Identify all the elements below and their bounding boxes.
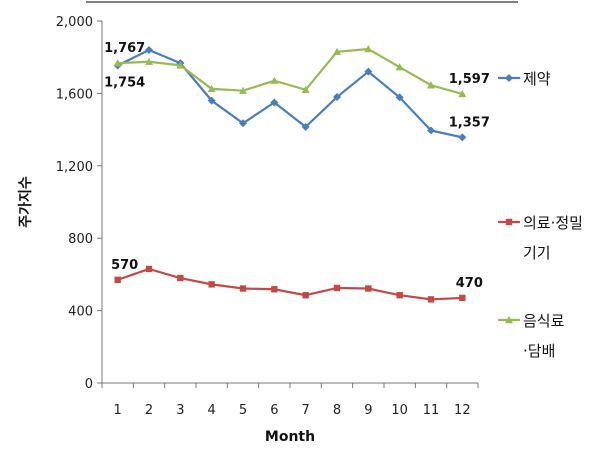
- square-marker: [239, 285, 247, 292]
- diamond-marker: [333, 93, 341, 102]
- y-tick-label: 1,600: [56, 87, 93, 102]
- series-line: [117, 267, 463, 301]
- data-label: 470: [456, 276, 483, 291]
- data-label: 570: [111, 258, 138, 273]
- x-tick-label: 2: [145, 403, 153, 418]
- square-marker: [365, 285, 372, 292]
- series-line: [117, 48, 463, 139]
- legend-label: 기기: [523, 244, 551, 262]
- legend-entry-1: 제약: [498, 70, 551, 88]
- x-tick-label: 6: [270, 403, 278, 418]
- diamond-marker: [145, 45, 153, 54]
- diamond-marker: [239, 119, 247, 128]
- data-label: 1,754: [104, 76, 145, 91]
- triangle-marker: [505, 316, 513, 324]
- diamond-marker: [270, 98, 279, 107]
- square-marker: [396, 292, 403, 299]
- square-marker: [145, 265, 153, 273]
- x-tick-label: 11: [423, 403, 440, 418]
- triangle-marker: [333, 47, 341, 55]
- x-tick-label: 10: [391, 403, 408, 418]
- series-3: [113, 45, 467, 98]
- triangle-marker: [239, 86, 247, 94]
- legend-label: 의료·정밀: [523, 214, 583, 232]
- square-marker: [271, 286, 278, 293]
- diamond-marker: [458, 133, 467, 142]
- series-2: [114, 265, 466, 303]
- y-tick-label: 800: [68, 232, 93, 247]
- triangle-marker: [207, 84, 216, 93]
- diamond-marker: [427, 126, 435, 135]
- diamond-marker: [301, 122, 310, 131]
- triangle-marker: [270, 76, 279, 84]
- triangle-marker: [176, 61, 185, 69]
- x-axis-title: Month: [265, 429, 315, 445]
- x-tick-label: 1: [114, 403, 122, 418]
- triangle-marker: [395, 63, 404, 71]
- square-marker: [427, 296, 435, 303]
- square-marker: [505, 218, 513, 226]
- data-label: 1,597: [449, 72, 490, 87]
- series-line: [117, 47, 463, 96]
- y-tick-label: 0: [85, 377, 93, 392]
- y-tick-label: 1,200: [56, 160, 93, 175]
- triangle-marker: [427, 81, 435, 89]
- triangle-marker: [301, 85, 310, 93]
- x-tick-label: 8: [333, 403, 341, 418]
- x-tick-label: 9: [364, 403, 372, 418]
- legend-label: ·담배: [523, 342, 555, 360]
- triangle-marker: [364, 45, 373, 53]
- legend-entry-3: 음식료 ·담배: [498, 312, 565, 360]
- square-marker: [302, 292, 309, 299]
- triangle-marker: [145, 57, 153, 65]
- diamond-marker: [364, 67, 373, 76]
- x-tick-label: 5: [239, 403, 247, 418]
- series-1: [113, 45, 467, 142]
- square-marker: [177, 274, 184, 282]
- y-axis-title: 주가지수: [18, 176, 34, 228]
- series-layer: [113, 45, 467, 303]
- x-tick-label: 3: [176, 403, 184, 418]
- square-marker: [459, 294, 466, 302]
- x-tick-label: 12: [454, 403, 471, 418]
- diamond-marker: [395, 93, 404, 102]
- triangle-marker: [458, 89, 467, 98]
- x-tick-label: 4: [208, 403, 216, 418]
- legend-label: 제약: [523, 70, 551, 88]
- square-marker: [333, 284, 341, 292]
- triangle-marker: [113, 59, 122, 67]
- diamond-marker: [207, 96, 216, 105]
- data-label: 1,767: [104, 41, 145, 56]
- diamond-marker: [505, 74, 513, 82]
- square-marker: [114, 276, 121, 284]
- square-marker: [208, 281, 215, 288]
- data-label: 1,357: [449, 115, 490, 130]
- annotation-layer: 1,767 1,754 1,597 1,357 570 470: [104, 41, 490, 291]
- y-tick-label: 400: [68, 305, 93, 320]
- y-tick-label: 2,000: [56, 15, 93, 30]
- legend-label: 음식료: [523, 312, 565, 330]
- x-tick-label: 7: [302, 403, 310, 418]
